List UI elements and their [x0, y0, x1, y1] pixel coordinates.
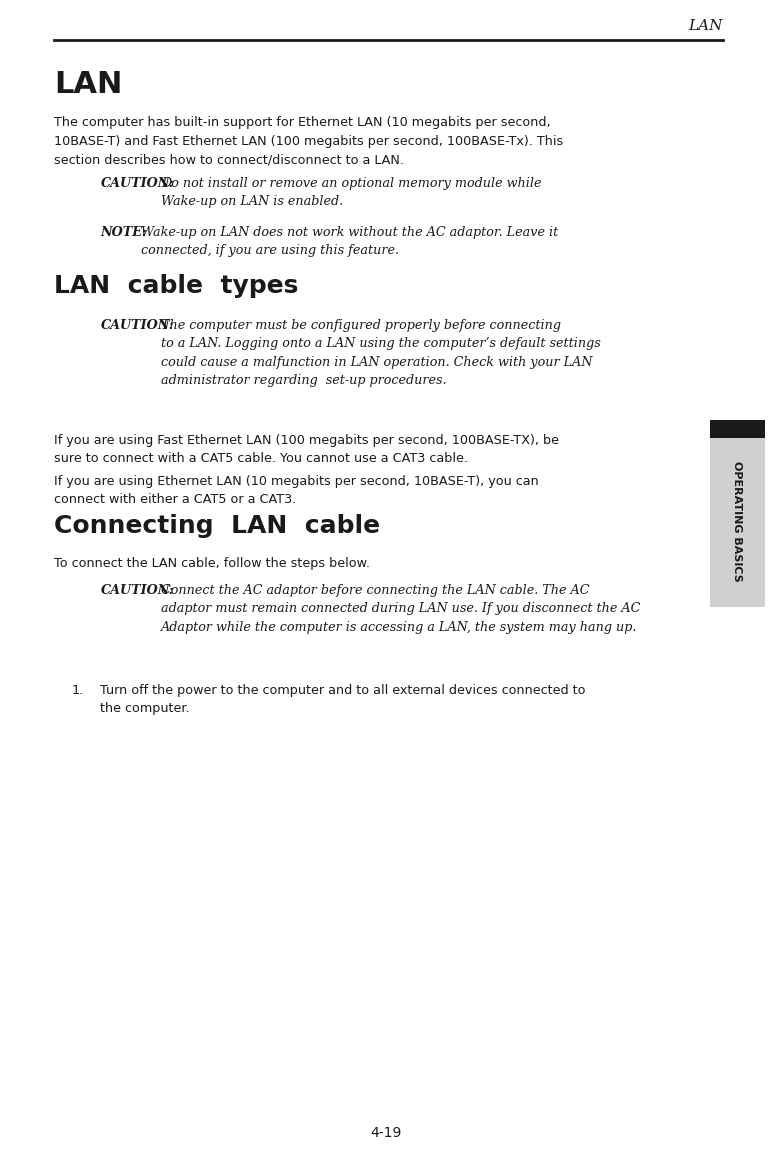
Text: 1.: 1. — [71, 684, 83, 697]
Text: CAUTION:: CAUTION: — [100, 319, 174, 331]
Text: CAUTION:: CAUTION: — [100, 584, 174, 597]
Text: Connecting  LAN  cable: Connecting LAN cable — [54, 514, 380, 538]
Text: Connect the AC adaptor before connecting the LAN cable. The AC
adaptor must rema: Connect the AC adaptor before connecting… — [161, 584, 640, 634]
Text: Wake-up on LAN does not work without the AC adaptor. Leave it
connected, if you : Wake-up on LAN does not work without the… — [140, 226, 558, 257]
Bar — [709, 420, 765, 438]
Text: The computer must be configured properly before connecting
to a LAN. Logging ont: The computer must be configured properly… — [161, 319, 601, 387]
Text: To connect the LAN cable, follow the steps below.: To connect the LAN cable, follow the ste… — [54, 557, 370, 570]
Text: LAN: LAN — [688, 19, 722, 33]
Text: NOTE:: NOTE: — [100, 226, 147, 238]
Text: Do not install or remove an optional memory module while
Wake-up on LAN is enabl: Do not install or remove an optional mem… — [161, 177, 542, 208]
Text: Turn off the power to the computer and to all external devices connected to
the : Turn off the power to the computer and t… — [100, 684, 586, 715]
Text: OPERATING BASICS: OPERATING BASICS — [733, 461, 743, 582]
Text: If you are using Fast Ethernet LAN (100 megabits per second, 100BASE-TX), be
sur: If you are using Fast Ethernet LAN (100 … — [54, 434, 559, 465]
Text: 4-19: 4-19 — [371, 1126, 402, 1140]
Text: LAN: LAN — [54, 70, 123, 99]
Text: The computer has built-in support for Ethernet LAN (10 megabits per second,
10BA: The computer has built-in support for Et… — [54, 116, 563, 166]
Text: CAUTION:: CAUTION: — [100, 177, 174, 190]
Bar — [709, 435, 765, 607]
Text: LAN  cable  types: LAN cable types — [54, 274, 299, 299]
Text: If you are using Ethernet LAN (10 megabits per second, 10BASE-T), you can
connec: If you are using Ethernet LAN (10 megabi… — [54, 475, 539, 506]
